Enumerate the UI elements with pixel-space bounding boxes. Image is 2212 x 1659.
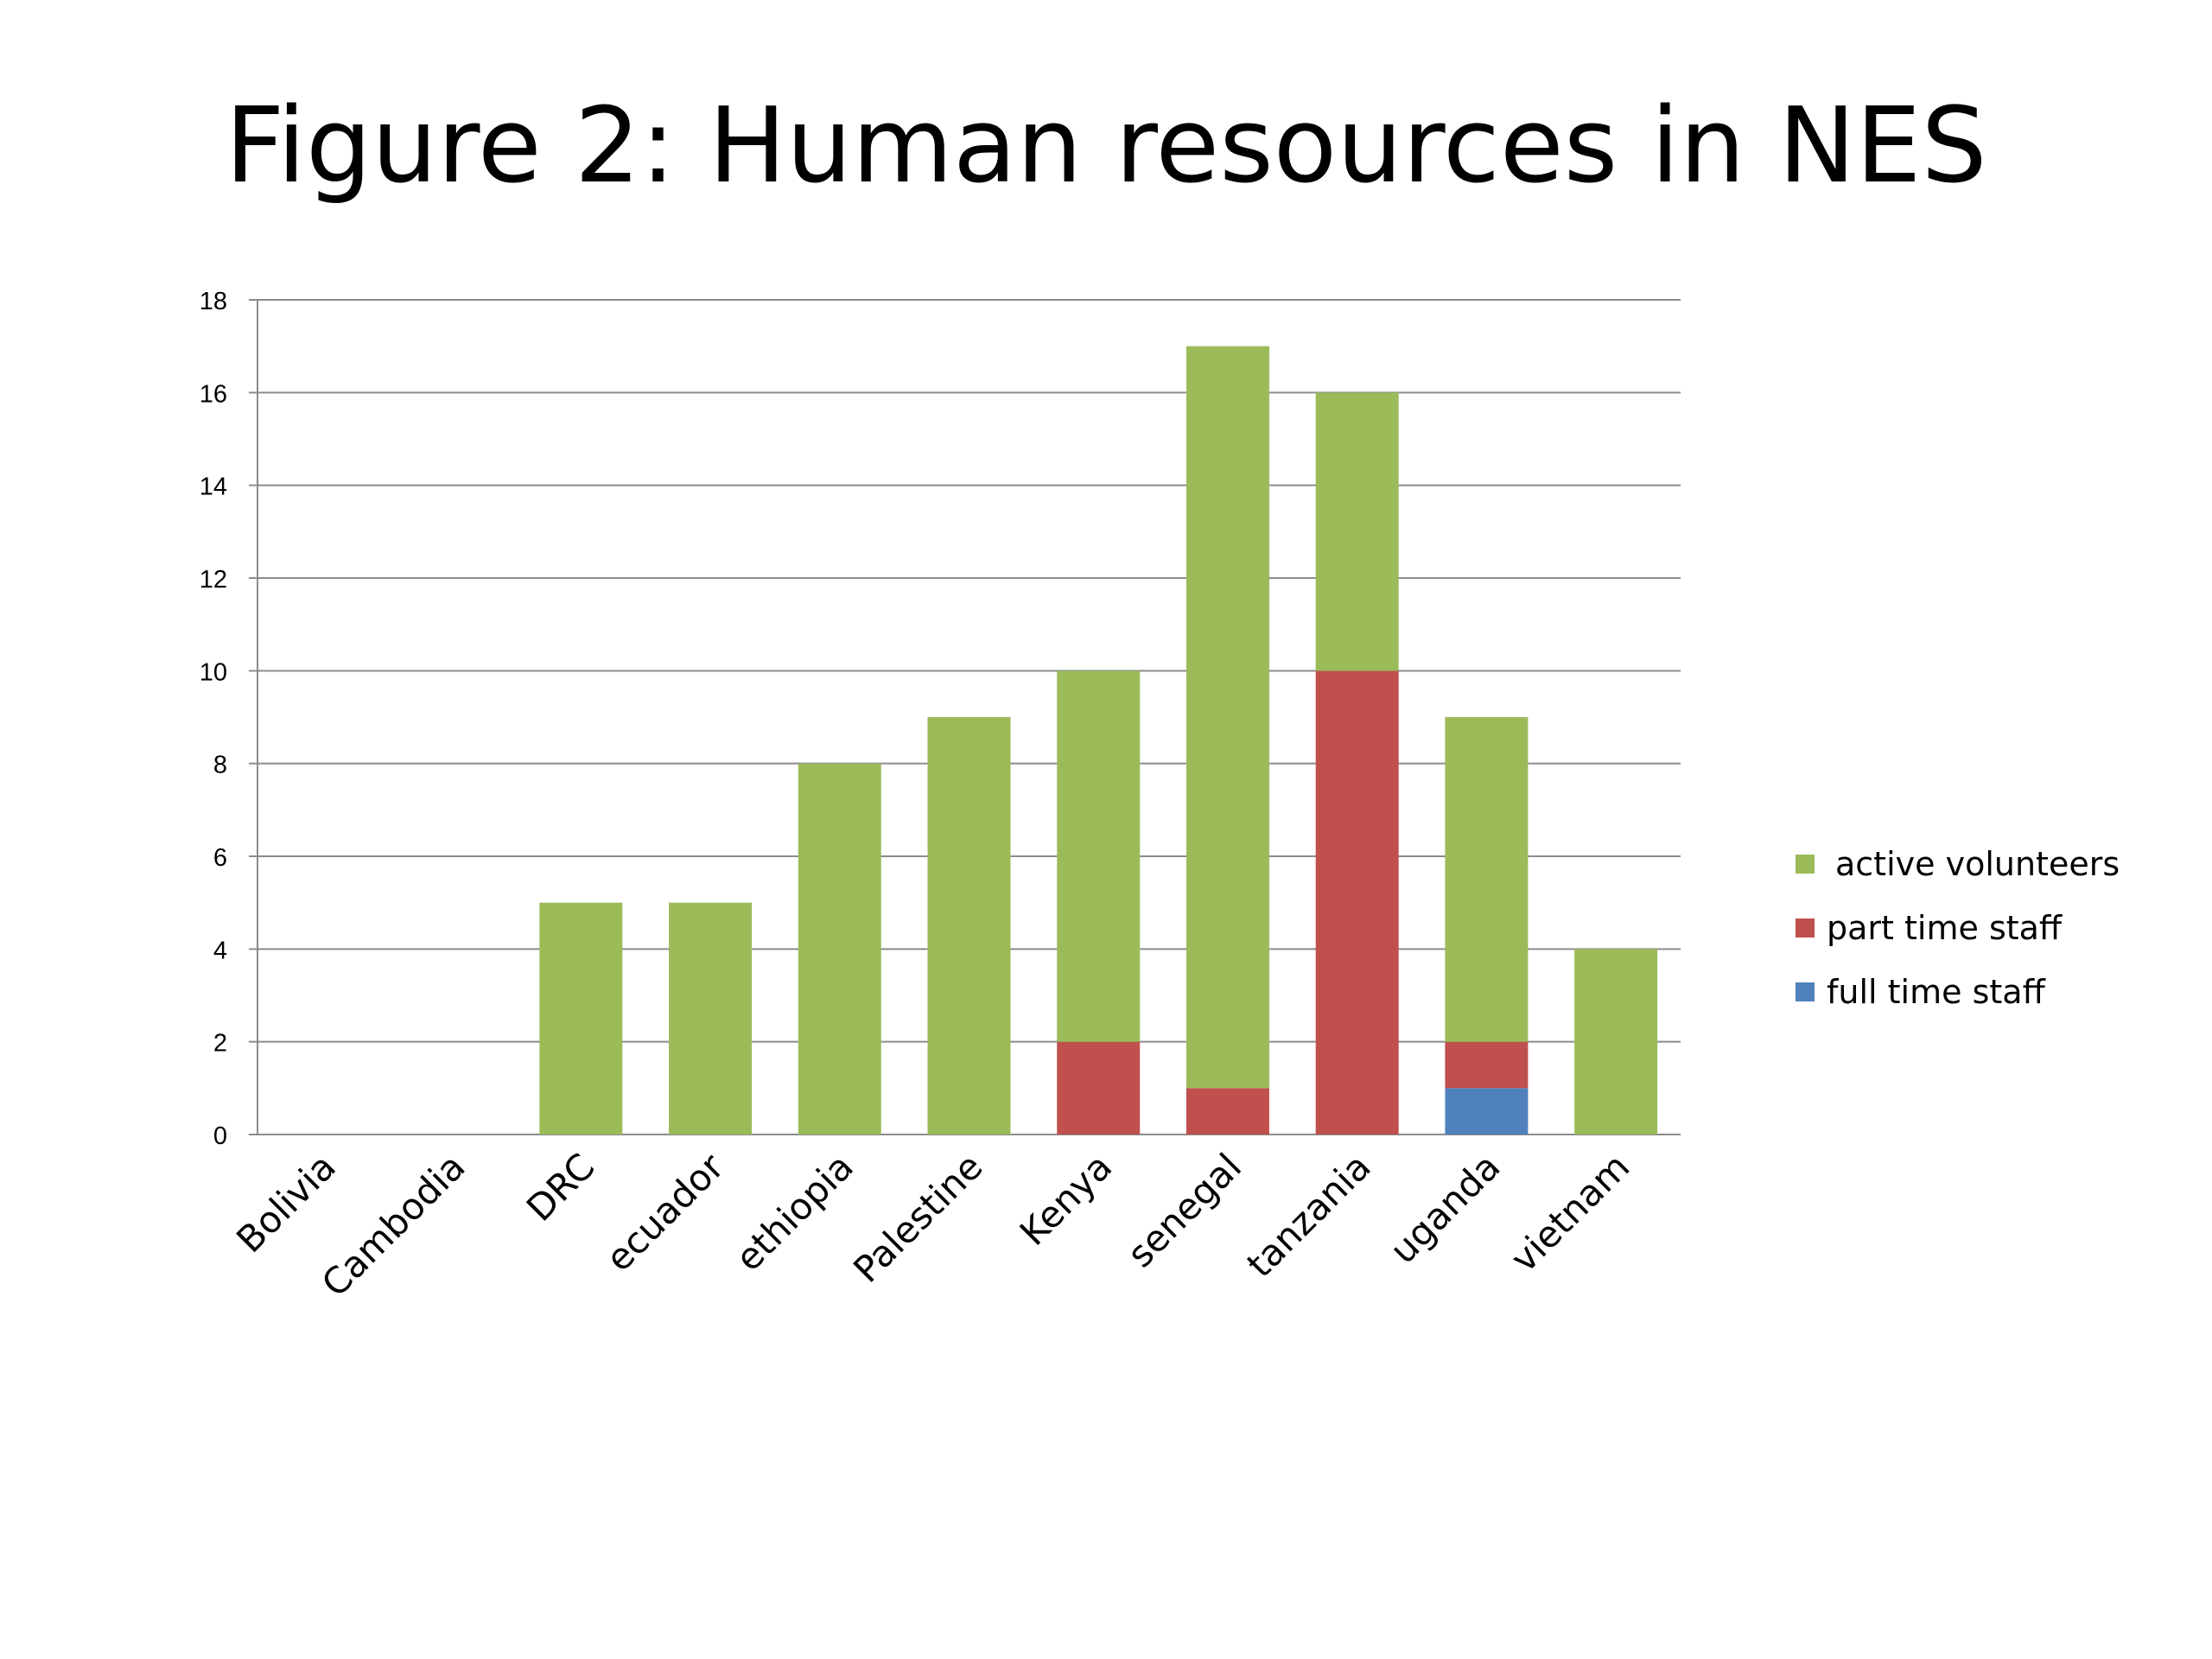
bar-segment bbox=[1057, 1041, 1141, 1135]
bar-segment bbox=[1185, 1088, 1269, 1135]
legend-swatch bbox=[1796, 982, 1815, 1001]
bar-segment bbox=[1315, 671, 1399, 1135]
bar-segment bbox=[1315, 392, 1399, 671]
y-tick-label: 2 bbox=[213, 1030, 227, 1058]
y-tick-label: 0 bbox=[213, 1122, 227, 1150]
bar-segment bbox=[927, 717, 1011, 1135]
bar-segment bbox=[1445, 1088, 1529, 1135]
bar-segment bbox=[1445, 1041, 1529, 1089]
legend-swatch bbox=[1796, 855, 1815, 874]
y-tick-label: 10 bbox=[200, 658, 227, 686]
legend-label: part time staff bbox=[1827, 909, 2063, 947]
x-category-label: ethiopia bbox=[728, 1145, 861, 1279]
x-category-label: Palestine bbox=[845, 1145, 990, 1290]
y-tick-label: 8 bbox=[213, 752, 227, 779]
bar-segment bbox=[1185, 346, 1269, 1089]
bar-segment bbox=[669, 902, 753, 1135]
legend-swatch bbox=[1796, 918, 1815, 938]
x-category-label: tanzania bbox=[1238, 1145, 1378, 1285]
bar-segment bbox=[1057, 671, 1141, 1042]
x-category-label: Bolivia bbox=[228, 1145, 344, 1261]
legend-label: full time staff bbox=[1827, 973, 2046, 1011]
x-category-label: Kenya bbox=[1012, 1145, 1121, 1254]
x-category-label: ecuador bbox=[598, 1145, 733, 1280]
bar-segment bbox=[539, 902, 623, 1135]
y-tick-label: 12 bbox=[200, 566, 227, 594]
bar-segment bbox=[1574, 949, 1658, 1135]
bar-segment bbox=[798, 763, 881, 1135]
y-tick-label: 6 bbox=[213, 844, 227, 872]
y-tick-label: 18 bbox=[200, 288, 227, 315]
bar-segment bbox=[1445, 717, 1529, 1042]
y-tick-label: 4 bbox=[213, 937, 227, 964]
x-category-label: vietnam bbox=[1503, 1145, 1637, 1280]
y-tick-label: 16 bbox=[200, 380, 227, 408]
x-category-label: uganda bbox=[1382, 1145, 1508, 1271]
slide-title: Figure 2: Human resources in NES bbox=[225, 86, 1987, 207]
x-category-label: senegal bbox=[1119, 1145, 1249, 1275]
legend-label: active volunteers bbox=[1835, 845, 2120, 883]
y-tick-label: 14 bbox=[200, 474, 227, 501]
x-category-label: DRC bbox=[518, 1145, 602, 1229]
